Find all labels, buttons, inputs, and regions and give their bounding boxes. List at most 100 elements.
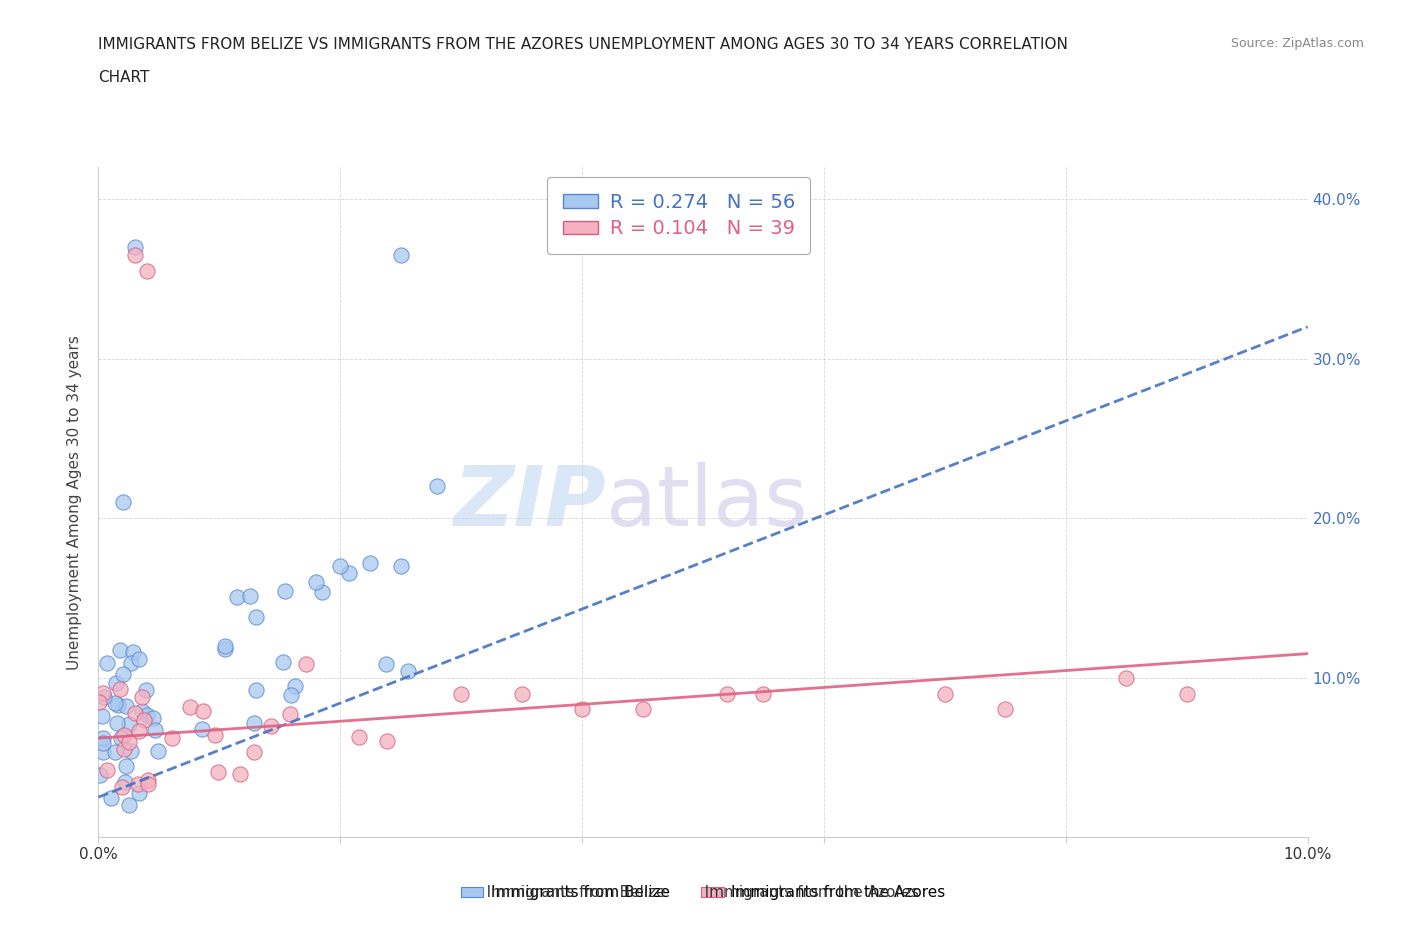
Point	[111, 779, 134, 794]
Point	[128, 724, 150, 738]
Point	[239, 589, 262, 604]
Point	[96, 763, 118, 777]
Point	[124, 240, 146, 255]
Point	[389, 247, 412, 262]
Point	[359, 555, 381, 570]
Legend: R = 0.274   N = 56, R = 0.104   N = 39: R = 0.274 N = 56, R = 0.104 N = 39	[547, 177, 810, 254]
Point	[131, 690, 153, 705]
Point	[278, 707, 301, 722]
Point	[134, 713, 156, 728]
Point	[752, 686, 775, 701]
Point	[450, 686, 472, 701]
Point	[91, 685, 114, 700]
Point	[120, 743, 142, 758]
Point	[273, 584, 295, 599]
Point	[214, 642, 236, 657]
Text: Source: ZipAtlas.com: Source: ZipAtlas.com	[1230, 37, 1364, 50]
Point	[100, 790, 122, 805]
Point	[571, 702, 593, 717]
Point	[162, 730, 184, 745]
Legend: Immigrants from Belize, Immigrants from the Azores: Immigrants from Belize, Immigrants from …	[454, 879, 952, 907]
Point	[104, 696, 127, 711]
Point	[135, 682, 157, 697]
Point	[120, 656, 142, 671]
Point	[245, 683, 267, 698]
Point	[124, 247, 146, 262]
Point	[89, 767, 111, 782]
Point	[118, 717, 141, 732]
Point	[143, 722, 166, 737]
Point	[347, 730, 370, 745]
Point	[127, 777, 149, 791]
Point	[214, 639, 236, 654]
Point	[260, 718, 283, 733]
Point	[631, 702, 654, 717]
Point	[104, 676, 127, 691]
Text: CHART: CHART	[98, 70, 150, 85]
Point	[108, 642, 131, 657]
Point	[204, 728, 226, 743]
Point	[934, 686, 956, 701]
Point	[389, 559, 412, 574]
Point	[280, 687, 302, 702]
Point	[118, 734, 141, 749]
Point	[131, 703, 153, 718]
Point	[111, 495, 134, 510]
Point	[510, 686, 533, 701]
Point	[108, 682, 131, 697]
Point	[124, 706, 146, 721]
Point	[114, 758, 136, 773]
Point	[329, 559, 352, 574]
Point	[142, 711, 165, 725]
Point	[994, 702, 1017, 717]
Point	[245, 610, 267, 625]
Point	[311, 585, 333, 600]
Text: Immigrants from Belize        Immigrants from the Azores: Immigrants from Belize Immigrants from t…	[472, 885, 934, 900]
Point	[122, 644, 145, 659]
Point	[375, 733, 398, 748]
Point	[179, 699, 201, 714]
Point	[117, 798, 139, 813]
Point	[112, 727, 135, 742]
Point	[136, 773, 159, 788]
Point	[337, 566, 360, 581]
Point	[229, 766, 252, 781]
Point	[190, 722, 212, 737]
Point	[91, 709, 114, 724]
Point	[104, 745, 127, 760]
Point	[114, 698, 136, 713]
Point	[91, 736, 114, 751]
Point	[107, 715, 129, 730]
Point	[1175, 686, 1198, 701]
Point	[374, 657, 396, 671]
Point	[226, 590, 249, 604]
Point	[146, 744, 169, 759]
Y-axis label: Unemployment Among Ages 30 to 34 years: Unemployment Among Ages 30 to 34 years	[67, 335, 83, 670]
Point	[136, 707, 159, 722]
Point	[1115, 671, 1137, 685]
Text: IMMIGRANTS FROM BELIZE VS IMMIGRANTS FROM THE AZORES UNEMPLOYMENT AMONG AGES 30 : IMMIGRANTS FROM BELIZE VS IMMIGRANTS FRO…	[98, 37, 1069, 52]
Point	[207, 765, 229, 780]
Point	[295, 657, 318, 671]
Point	[396, 664, 419, 679]
Point	[426, 479, 449, 494]
Point	[91, 731, 114, 746]
Text: atlas: atlas	[606, 461, 808, 543]
Point	[284, 679, 307, 694]
Text: ZIP: ZIP	[454, 461, 606, 543]
Point	[111, 667, 134, 682]
Point	[243, 745, 266, 760]
Point	[114, 775, 136, 790]
Point	[128, 651, 150, 666]
Point	[110, 731, 132, 746]
Point	[87, 695, 110, 710]
Point	[135, 263, 157, 278]
Point	[271, 655, 294, 670]
Point	[93, 690, 115, 705]
Point	[305, 575, 328, 590]
Point	[243, 715, 266, 730]
Point	[112, 741, 135, 756]
Point	[136, 777, 159, 791]
Point	[191, 704, 214, 719]
Point	[716, 686, 738, 701]
